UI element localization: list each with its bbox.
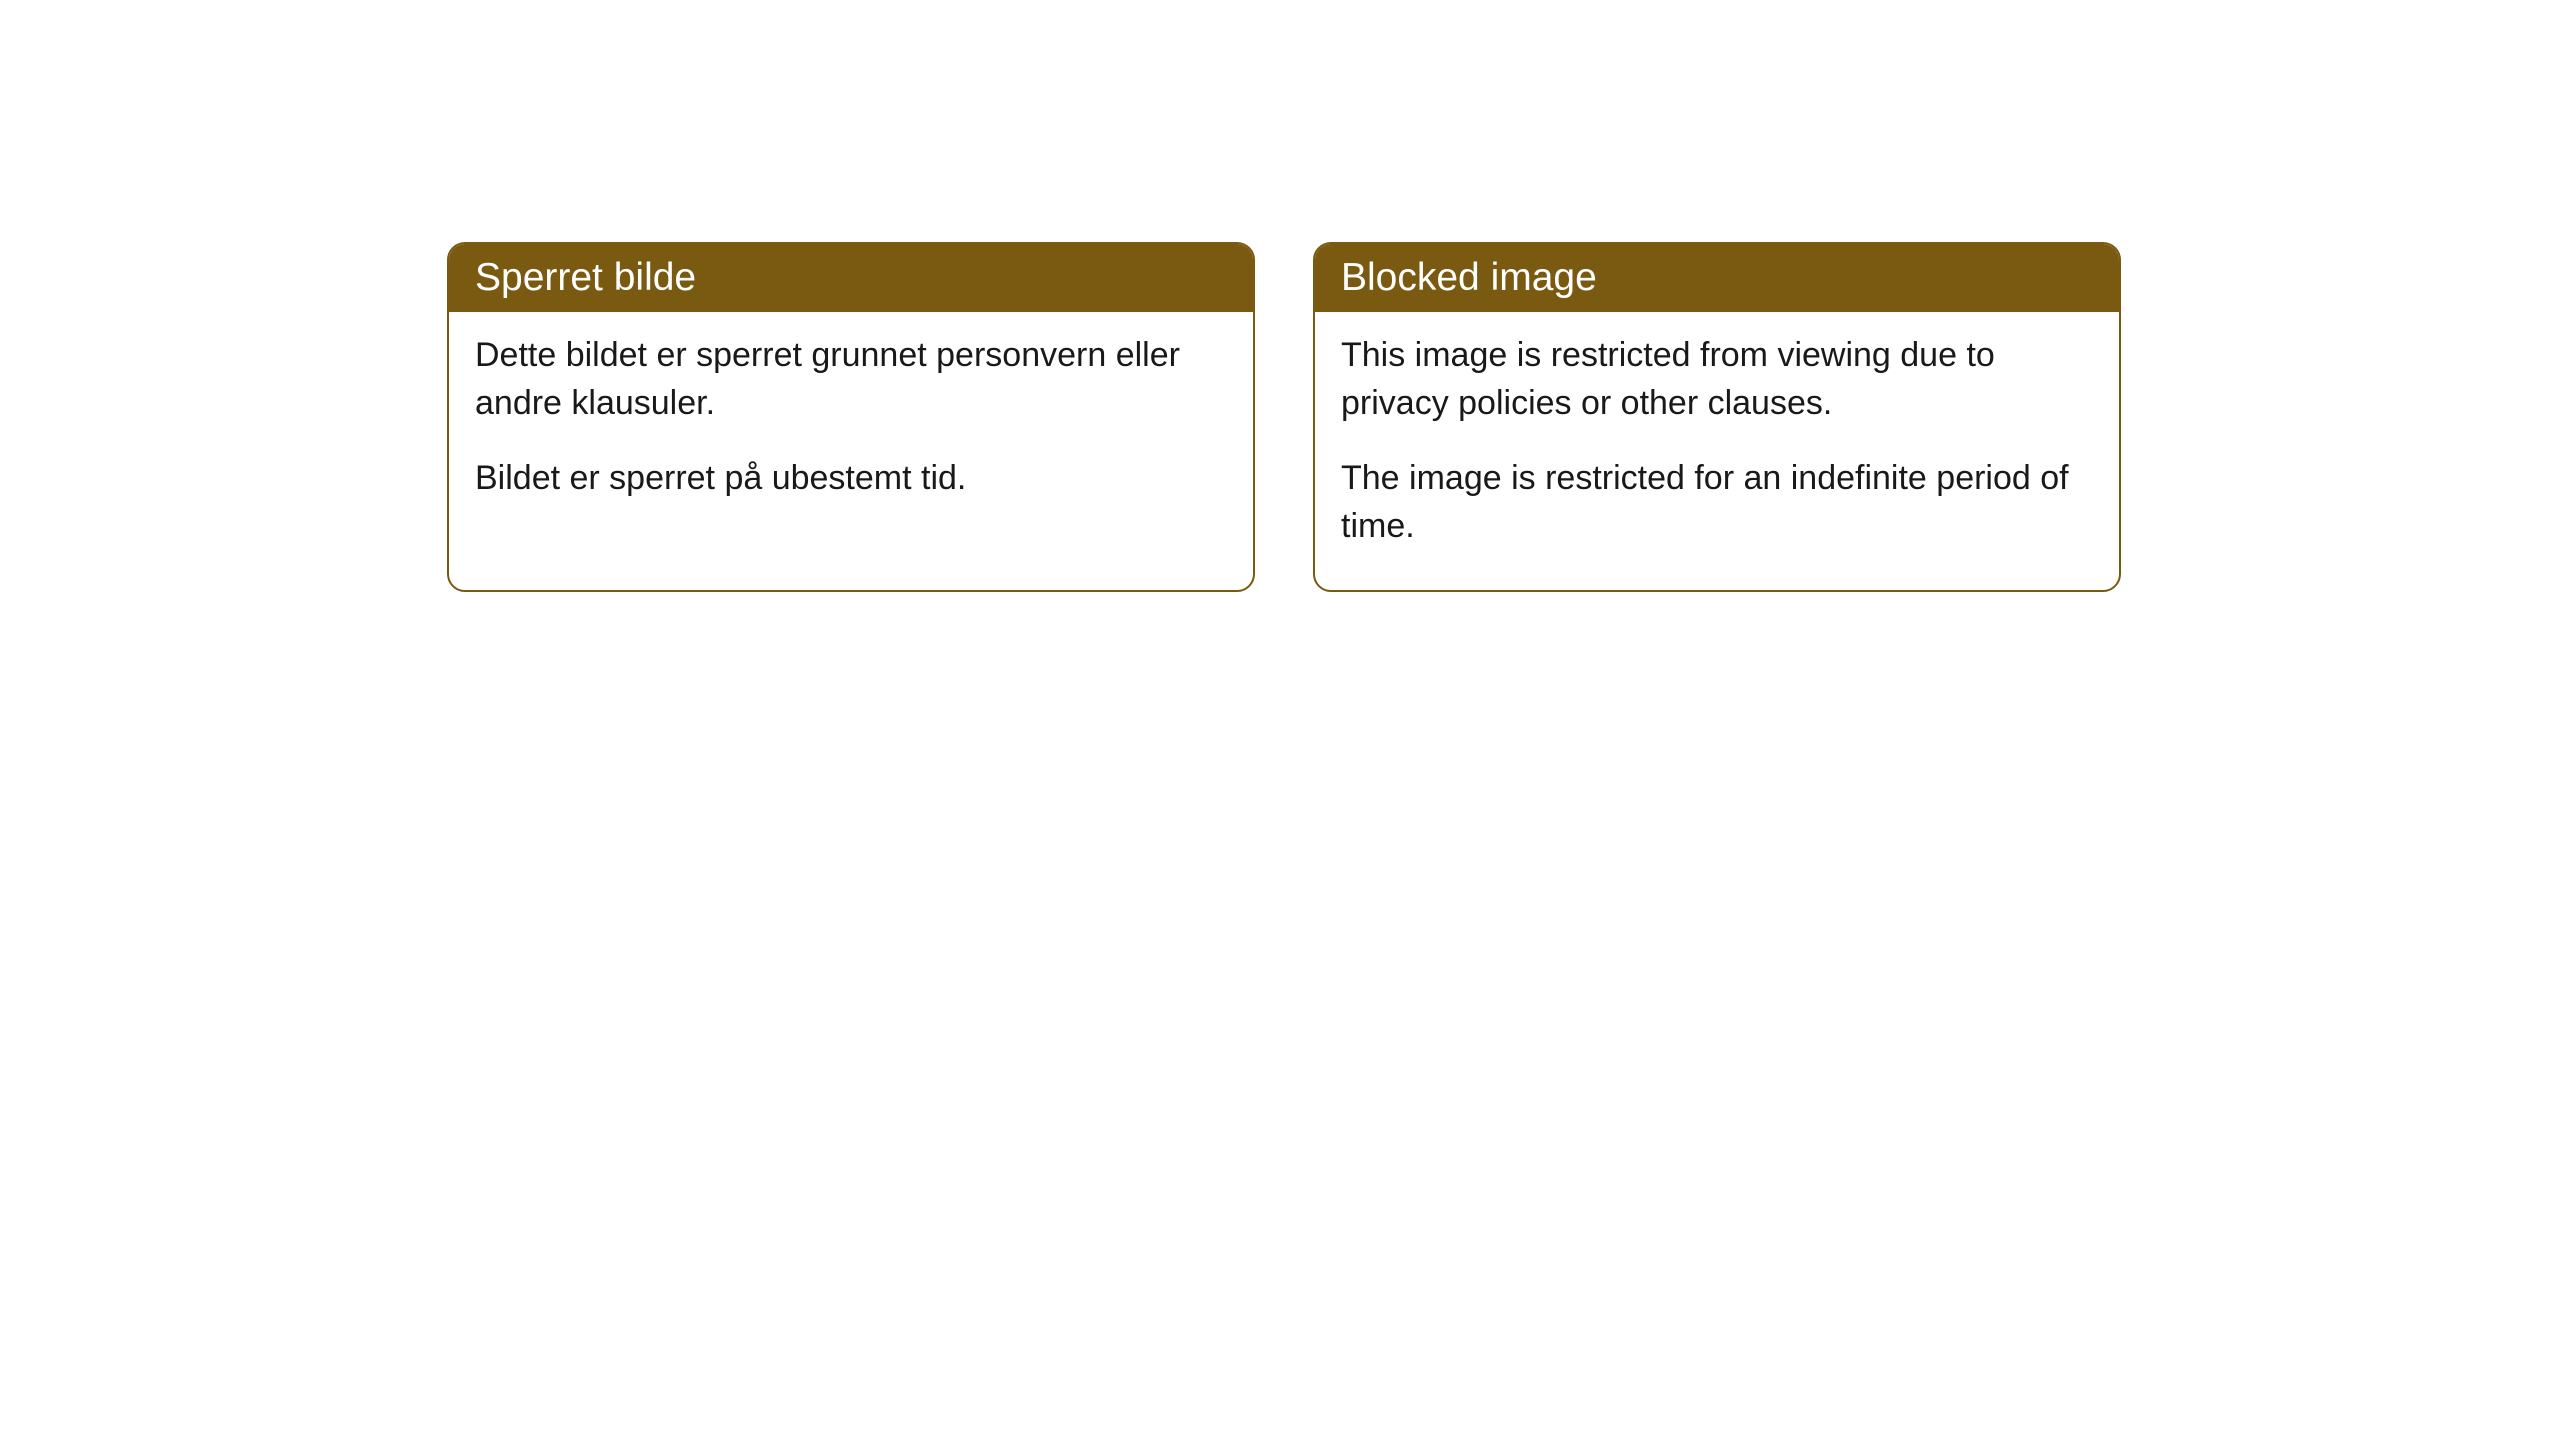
card-header: Sperret bilde (449, 244, 1253, 312)
cards-container: Sperret bilde Dette bildet er sperret gr… (447, 242, 2121, 592)
card-body: Dette bildet er sperret grunnet personve… (449, 312, 1253, 543)
card-paragraph: This image is restricted from viewing du… (1341, 332, 2093, 427)
card-paragraph: Dette bildet er sperret grunnet personve… (475, 332, 1227, 427)
card-paragraph: Bildet er sperret på ubestemt tid. (475, 455, 1227, 503)
card-header: Blocked image (1315, 244, 2119, 312)
blocked-image-card-no: Sperret bilde Dette bildet er sperret gr… (447, 242, 1255, 592)
card-title: Blocked image (1341, 256, 1597, 299)
blocked-image-card-en: Blocked image This image is restricted f… (1313, 242, 2121, 592)
card-paragraph: The image is restricted for an indefinit… (1341, 455, 2093, 550)
card-title: Sperret bilde (475, 256, 696, 299)
card-body: This image is restricted from viewing du… (1315, 312, 2119, 590)
